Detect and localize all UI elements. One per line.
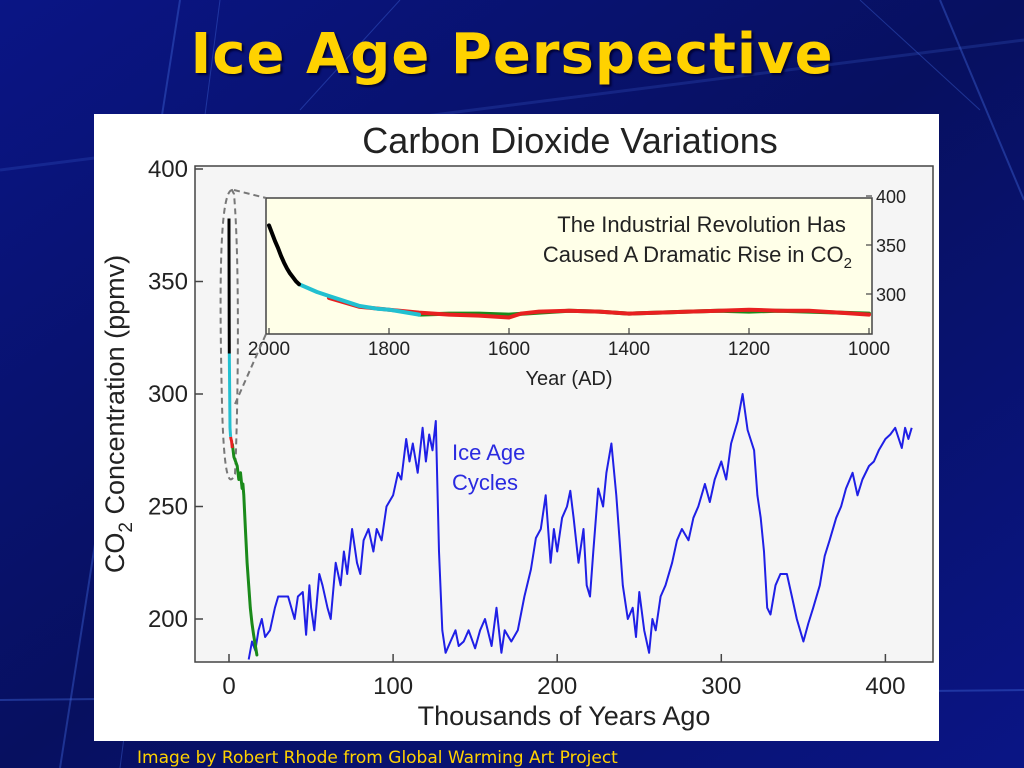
main-series-line-0: [247, 393, 913, 660]
y-tick-label: 200: [148, 606, 188, 633]
slide-title: Ice Age Perspective: [190, 22, 834, 87]
zoom-ellipse: [219, 188, 239, 481]
chart-title: Carbon Dioxide Variations: [362, 120, 778, 161]
zoom-connector-top: [233, 189, 267, 199]
inset-x-tick-label: 1200: [728, 339, 770, 360]
inset-x-tick-label: 1400: [608, 339, 650, 360]
inset-y-tick-label: 300: [876, 285, 906, 305]
inset-x-tick-label: 1600: [488, 339, 530, 360]
x-tick-label: 200: [537, 673, 577, 700]
inset-y-tick-label: 400: [876, 187, 906, 207]
x-tick-label: 100: [373, 673, 413, 700]
x-tick-label: 400: [865, 673, 905, 700]
zoom-connector-bottom: [234, 333, 267, 405]
y-tick-label: 350: [148, 269, 188, 296]
inset-series-line-2: [297, 282, 421, 317]
x-axis-label: Thousands of Years Ago: [418, 701, 711, 731]
inset-y-tick-label: 350: [876, 236, 906, 256]
inset-x-tick-label: 1000: [848, 339, 890, 360]
y-tick-label: 300: [148, 381, 188, 408]
x-tick-label: 0: [222, 673, 235, 700]
inset-annotation: The Industrial Revolution Has Caused A D…: [543, 212, 852, 272]
inset-series-line-1: [327, 295, 871, 320]
image-credit: Image by Robert Rhode from Global Warmin…: [137, 748, 618, 768]
inset-series-line-3: [267, 223, 301, 287]
inset-x-tick-label: 2000: [248, 339, 290, 360]
main-series-line-1: [230, 443, 259, 657]
y-tick-label: 250: [148, 494, 188, 521]
inset-x-tick-label: 1800: [368, 339, 410, 360]
ice-age-annotation: Ice Age Cycles: [452, 440, 532, 495]
y-axis-label: CO2 Concentration (ppmv): [100, 255, 137, 573]
inset-x-axis-label: Year (AD): [525, 368, 612, 390]
co2-chart: Carbon Dioxide Variations CO2 Concentrat…: [100, 120, 934, 731]
main-series-line-3: [227, 353, 233, 437]
y-tick-label: 400: [148, 156, 188, 183]
x-tick-label: 300: [701, 673, 741, 700]
chart-panel: Carbon Dioxide Variations CO2 Concentrat…: [94, 114, 939, 741]
main-series-line-2: [229, 436, 234, 449]
